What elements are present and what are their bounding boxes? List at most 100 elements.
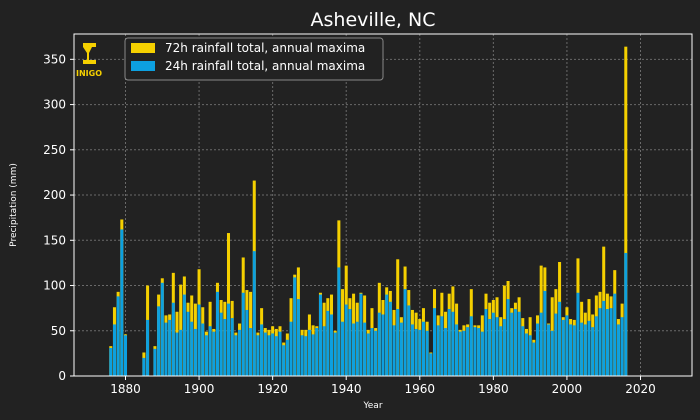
bar-24h-1906 (219, 312, 223, 376)
bar-24h-1982 (499, 326, 503, 376)
bar-24h-1898 (190, 321, 194, 376)
bar-24h-1919 (267, 335, 271, 376)
bar-24h-1904 (212, 331, 216, 376)
bar-24h-1923 (282, 345, 286, 376)
bar-24h-1917 (260, 324, 264, 376)
bar-24h-1953 (392, 325, 396, 376)
bar-24h-1925 (289, 321, 293, 376)
bar-24h-1981 (495, 317, 499, 376)
bar-24h-1877 (112, 324, 116, 376)
bar-24h-1972 (462, 330, 466, 376)
bar-24h-1984 (506, 299, 510, 376)
bar-24h-2011 (605, 309, 609, 376)
bar-24h-1974 (469, 316, 473, 376)
bar-24h-1988 (521, 326, 525, 376)
bar-24h-2006 (587, 320, 591, 376)
bar-24h-2016 (624, 252, 628, 376)
bar-24h-1888 (153, 348, 157, 376)
bar-24h-1976 (477, 328, 481, 376)
bar-24h-1994 (543, 290, 547, 376)
logo-icon (83, 43, 96, 64)
bar-24h-1940 (344, 304, 348, 376)
bar-24h-1997 (554, 313, 558, 376)
bar-24h-1964 (432, 308, 437, 376)
bar-24h-1905 (215, 291, 219, 376)
bar-24h-1944 (359, 293, 363, 376)
bar-24h-1978 (484, 309, 488, 376)
x-tick-label: 1960 (405, 382, 436, 396)
y-axis-label: Precipitation (mm) (9, 163, 19, 247)
bar-24h-1935 (326, 310, 330, 376)
bar-24h-1985 (510, 312, 514, 376)
bar-24h-1878 (116, 296, 120, 376)
x-tick-label: 1880 (110, 382, 141, 396)
bars (109, 46, 628, 377)
bar-24h-1960 (418, 329, 422, 376)
legend-box (124, 37, 384, 81)
bar-24h-1948 (374, 330, 378, 376)
bar-24h-1941 (348, 309, 352, 376)
bar-24h-2008 (594, 316, 598, 376)
bar-24h-1910 (234, 335, 238, 376)
y-tick-label: 50 (51, 324, 66, 338)
bar-24h-1986 (513, 309, 517, 376)
bar-24h-1951 (385, 294, 389, 376)
bar-24h-1956 (403, 289, 407, 376)
y-tick-label: 200 (43, 188, 66, 202)
bar-24h-2009 (598, 308, 602, 376)
bar-24h-1915 (252, 251, 256, 376)
bar-24h-1999 (561, 319, 565, 376)
bar-24h-2000 (565, 315, 569, 376)
bar-24h-1926 (293, 277, 297, 376)
bar-24h-1980 (491, 312, 495, 376)
bar-24h-1968 (447, 309, 451, 376)
bar-24h-1954 (396, 309, 400, 376)
bar-24h-1989 (524, 333, 528, 376)
legend: 72h rainfall total, annual maxima 24h ra… (124, 37, 384, 81)
y-tick-label: 250 (43, 143, 66, 157)
bar-24h-1932 (315, 328, 319, 376)
bar-24h-1895 (179, 329, 183, 376)
bar-24h-1996 (550, 330, 554, 376)
bar-24h-1967 (444, 328, 448, 376)
bar-24h-1931 (311, 334, 315, 376)
bar-24h-1928 (300, 335, 304, 376)
bar-24h-1893 (171, 302, 175, 376)
bar-24h-1889 (157, 306, 161, 376)
bar-24h-1957 (407, 305, 411, 376)
bar-24h-1927 (296, 299, 300, 376)
bar-24h-1916 (256, 335, 260, 376)
bar-24h-1979 (488, 319, 492, 376)
bar-24h-1961 (421, 321, 425, 376)
bar-24h-2015 (620, 317, 624, 376)
bar-24h-1998 (558, 301, 562, 376)
bar-24h-1969 (451, 311, 455, 376)
bar-24h-2004 (580, 322, 584, 376)
bar-24h-1890 (160, 282, 164, 376)
bar-24h-1933 (318, 294, 322, 376)
bar-24h-1955 (399, 322, 403, 376)
bar-24h-1946 (366, 333, 370, 376)
bar-24h-1959 (414, 328, 418, 376)
x-tick-label: 2020 (625, 382, 656, 396)
bar-24h-1938 (337, 267, 341, 376)
bar-24h-1962 (425, 330, 429, 376)
bar-24h-1958 (410, 324, 414, 376)
bar-24h-1909 (230, 318, 234, 376)
x-axis-label: Year (362, 401, 382, 411)
bar-24h-1930 (307, 329, 311, 376)
bar-24h-1987 (517, 311, 521, 376)
bar-24h-1880 (123, 335, 128, 376)
bar-24h-2005 (583, 324, 587, 376)
bar-24h-1949 (377, 312, 381, 376)
bar-24h-1973 (466, 327, 470, 376)
bar-24h-1952 (388, 301, 392, 376)
y-tick-label: 300 (43, 98, 66, 112)
bar-24h-1892 (168, 319, 172, 376)
bar-24h-2002 (572, 325, 576, 376)
bar-24h-1942 (352, 323, 356, 376)
bar-24h-1907 (223, 319, 227, 376)
bar-24h-1937 (333, 332, 337, 376)
x-tick-label: 1900 (184, 382, 215, 396)
